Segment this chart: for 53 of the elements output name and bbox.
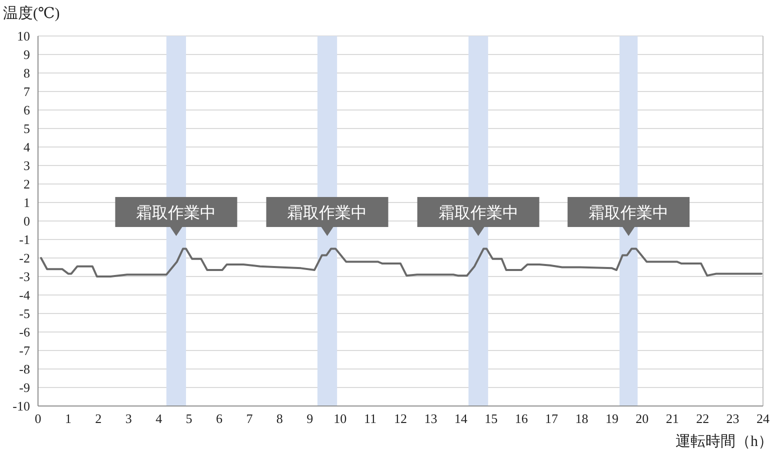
x-tick-label: 17 — [545, 411, 559, 426]
y-tick-label: -4 — [19, 288, 30, 302]
x-tick-label: 13 — [424, 411, 438, 426]
x-tick-label: 3 — [125, 411, 132, 426]
y-tick-label: -3 — [19, 269, 30, 284]
x-tick-label: 19 — [605, 411, 618, 426]
y-tick-label: -9 — [19, 380, 30, 395]
band-label: 霜取作業中 — [136, 204, 216, 222]
y-tick-label: -1 — [19, 232, 30, 247]
band-label: 霜取作業中 — [588, 204, 669, 222]
x-tick-label: 21 — [666, 411, 679, 426]
y-tick-label: -8 — [19, 362, 30, 376]
y-tick-label: -2 — [19, 250, 30, 266]
line-series — [40, 248, 762, 278]
y-tick-label: 6 — [24, 102, 30, 118]
y-tick-label: 0 — [24, 214, 30, 228]
x-tick-label: 4 — [156, 411, 163, 426]
x-tick-label: 5 — [186, 411, 192, 426]
band-label: 霜取作業中 — [438, 204, 518, 222]
x-tick-label: 12 — [394, 411, 407, 426]
x-tick-label: 14 — [454, 411, 468, 426]
x-tick-label: 16 — [514, 411, 528, 426]
y-tick-label: 1 — [24, 195, 30, 210]
x-tick-label: 2 — [95, 411, 102, 426]
y-tick-label: 9 — [24, 47, 30, 62]
y-tick-label: 2 — [24, 176, 30, 192]
x-tick-label: 1 — [64, 411, 72, 426]
x-tick-label: 24 — [756, 411, 770, 426]
band-label: 霜取作業中 — [287, 204, 368, 222]
x-tick-label: 11 — [364, 411, 377, 426]
x-tick-label: 10 — [334, 411, 347, 426]
x-tick-label: 15 — [484, 411, 498, 426]
x-axis-title: 運転時間（h） — [676, 433, 773, 450]
x-tick-label: 18 — [575, 411, 588, 426]
x-tick-label: 23 — [726, 411, 740, 426]
y-tick-label: -10 — [12, 398, 30, 414]
y-tick-label: 3 — [24, 158, 30, 173]
y-tick-label: -7 — [19, 343, 30, 358]
y-tick-label: -6 — [19, 324, 30, 340]
y-tick-label: 10 — [17, 28, 30, 44]
x-tick-label: 9 — [306, 411, 314, 426]
y-tick-label: -5 — [19, 306, 30, 321]
y-axis-title: 温度(℃) — [3, 5, 60, 22]
x-tick-label: 0 — [34, 411, 42, 426]
y-tick-label: 8 — [24, 66, 30, 80]
x-tick-label: 8 — [276, 411, 283, 426]
x-tick-label: 22 — [696, 411, 710, 426]
y-tick-label: 7 — [24, 84, 30, 99]
y-tick-label: 5 — [24, 121, 30, 136]
y-tick-label: 4 — [24, 140, 30, 154]
x-tick-label: 7 — [246, 411, 254, 426]
x-tick-label: 6 — [216, 411, 223, 426]
x-tick-label: 20 — [636, 411, 649, 426]
